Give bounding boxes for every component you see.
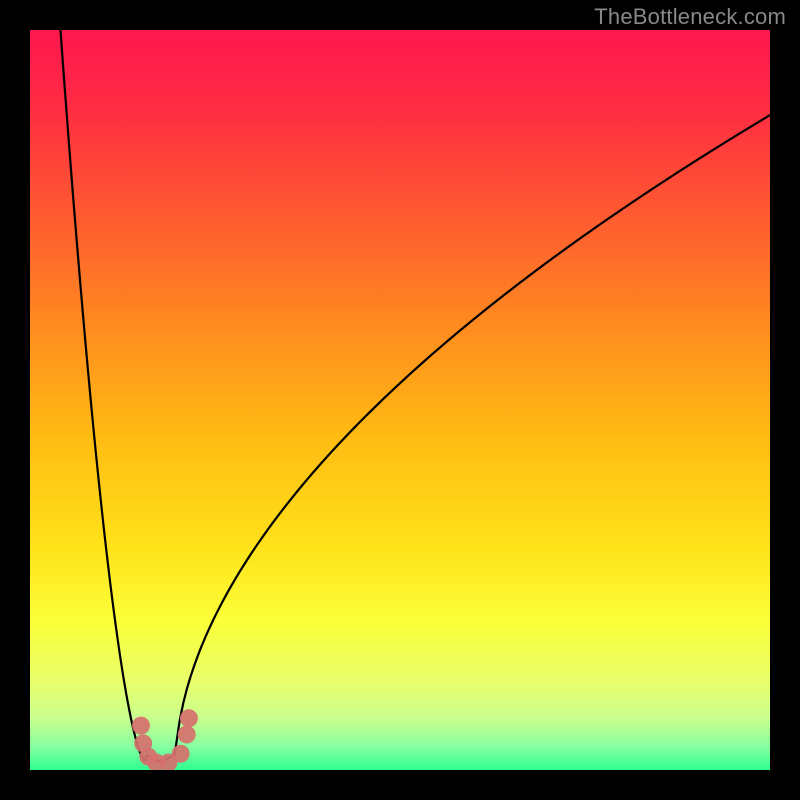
chart-svg xyxy=(30,30,770,770)
marker-point xyxy=(180,709,198,727)
marker-point xyxy=(132,717,150,735)
watermark-text: TheBottleneck.com xyxy=(594,4,786,30)
chart-background xyxy=(30,30,770,770)
chart-area xyxy=(30,30,770,770)
page-root: TheBottleneck.com xyxy=(0,0,800,800)
marker-point xyxy=(178,725,196,743)
marker-point xyxy=(172,745,190,763)
